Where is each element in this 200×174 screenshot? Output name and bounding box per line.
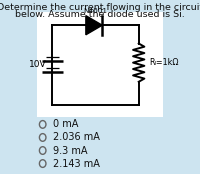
Text: 9.3 mA: 9.3 mA (53, 145, 88, 156)
Text: Determine the current flowing in the circuit: Determine the current flowing in the cir… (0, 3, 200, 12)
Text: N4001: N4001 (84, 8, 108, 14)
Text: 2.143 mA: 2.143 mA (53, 159, 100, 169)
FancyBboxPatch shape (37, 12, 163, 117)
Polygon shape (86, 16, 102, 35)
Text: 10V: 10V (29, 60, 46, 69)
Text: 0 mA: 0 mA (53, 119, 78, 129)
Text: Rₗ=1kΩ: Rₗ=1kΩ (149, 58, 179, 67)
Text: below. Assume the diode used is Si.: below. Assume the diode used is Si. (15, 10, 185, 19)
Text: 2.036 mA: 2.036 mA (53, 132, 100, 143)
